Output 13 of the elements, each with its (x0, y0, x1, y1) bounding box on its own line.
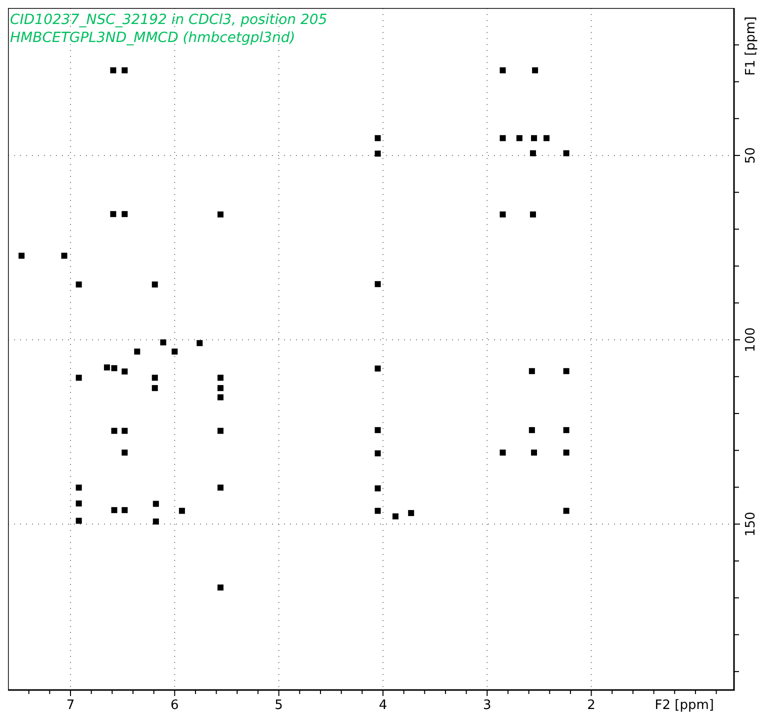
y-tick-label: 100 (744, 327, 759, 352)
y-tick-label: 150 (744, 512, 759, 537)
chart-title: CID10237_NSC_32192 in CDCl3, position 205 (10, 12, 328, 28)
y-tick-label: 50 (744, 147, 759, 164)
text: HMBCETGPL3ND_MMCD (hmbcetgpl3nd) (10, 30, 296, 46)
x-tick-label: 4 (378, 698, 388, 713)
x-axis-title: F2 [ppm] (654, 698, 714, 713)
x-tick-label: 6 (170, 698, 179, 713)
y-axis-title: F1 [ppm] (744, 16, 759, 76)
x-tick-label: 5 (274, 698, 283, 713)
x-tick-label: 3 (483, 698, 492, 713)
x-tick-label: 2 (587, 698, 596, 713)
x-tick-label: 7 (66, 698, 75, 713)
